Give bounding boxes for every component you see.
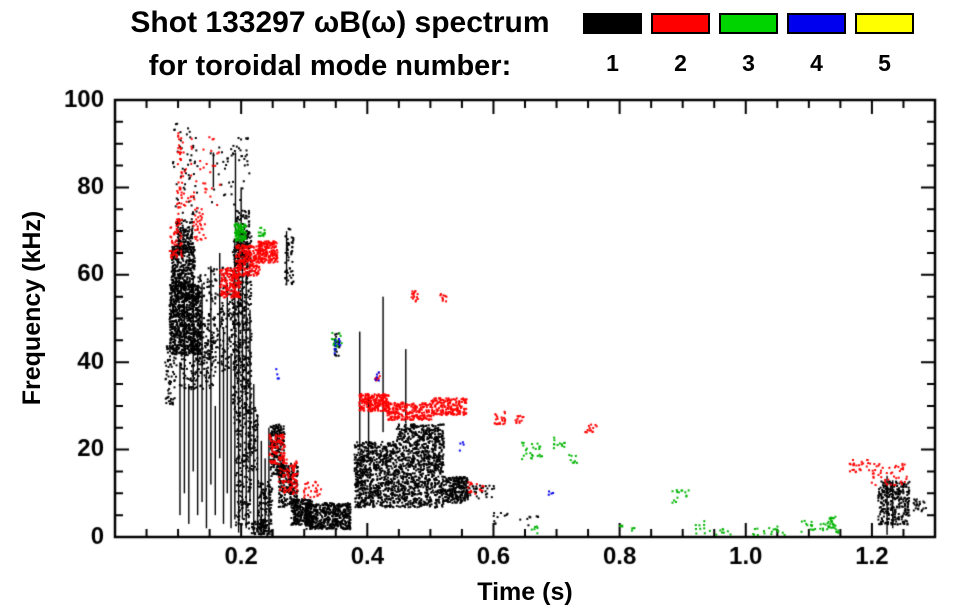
legend-swatch-mode-1 [583,13,642,34]
legend-item-mode-4: 4 [787,13,846,77]
legend-swatch-mode-3 [719,13,778,34]
legend-item-mode-2: 2 [651,13,710,77]
legend-swatch-mode-5 [855,13,914,34]
y-axis-title: Frequency (kHz) [18,210,46,406]
legend-item-mode-5: 5 [855,13,914,77]
legend-item-mode-3: 3 [719,13,778,77]
plot-title: Shot 133297 ωB(ω) spectrum [130,6,550,39]
plot-subtitle: for toroidal mode number: [148,50,512,82]
legend-label-mode-2: 2 [674,50,687,76]
legend-label-mode-3: 3 [742,50,755,76]
legend-swatch-mode-4 [787,13,846,34]
mode-legend: 1 2 3 4 5 [583,13,914,77]
legend-label-mode-4: 4 [810,50,823,76]
legend-label-mode-5: 5 [878,50,891,76]
legend-label-mode-1: 1 [606,50,619,76]
legend-swatch-mode-2 [651,13,710,34]
legend-item-mode-1: 1 [583,13,642,77]
x-axis-title: Time (s) [477,578,573,606]
